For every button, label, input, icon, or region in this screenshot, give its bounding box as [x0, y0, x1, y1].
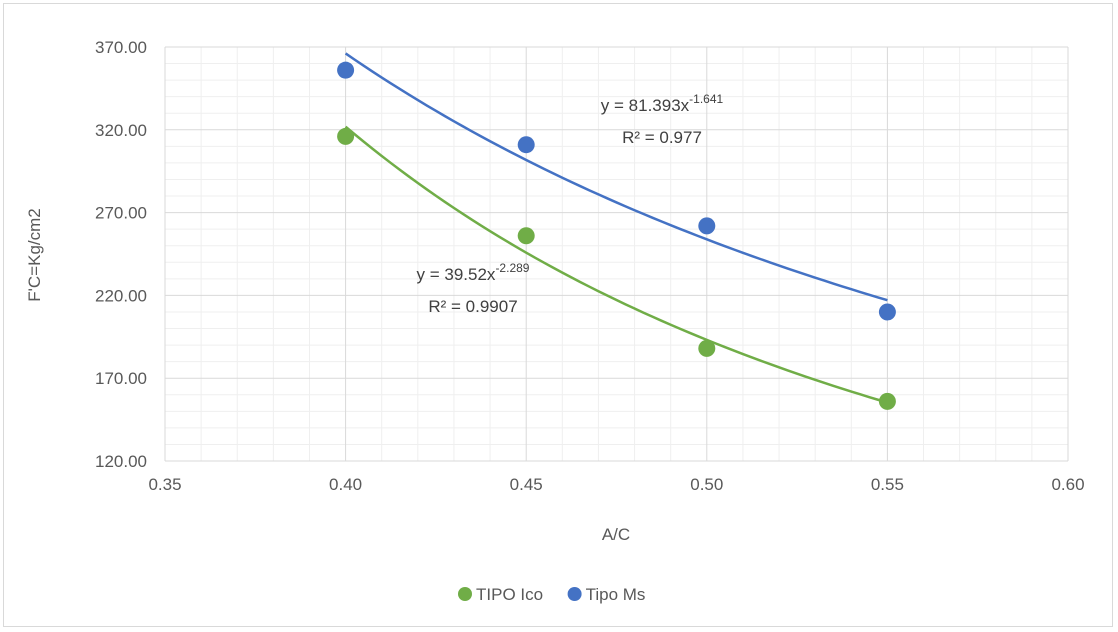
y-tick-label: 270.00 [95, 204, 147, 223]
x-tick-label: 0.50 [690, 475, 723, 494]
data-point [878, 303, 896, 321]
y-tick-label: 370.00 [95, 38, 147, 57]
data-point [337, 127, 355, 145]
x-tick-label: 0.35 [148, 475, 181, 494]
y-tick-label: 120.00 [95, 452, 147, 471]
legend-label: TIPO Ico [476, 585, 543, 604]
x-tick-label: 0.45 [510, 475, 543, 494]
chart-frame [3, 3, 1113, 627]
trendline [344, 52, 888, 302]
x-axis-label: A/C [602, 525, 630, 544]
data-points [337, 61, 896, 410]
x-tick-label: 0.55 [871, 475, 904, 494]
legend-marker [567, 587, 582, 601]
data-point [878, 392, 896, 410]
data-point [517, 227, 535, 245]
y-tick-labels: 120.00 170.00 220.00 270.00 320.00 370.00 [95, 38, 147, 471]
x-tick-labels: 0.35 0.40 0.45 0.50 0.55 0.60 [148, 475, 1084, 494]
trendline [344, 125, 888, 404]
trendlines [344, 52, 888, 404]
legend: TIPO Ico Tipo Ms [458, 585, 645, 604]
y-tick-label: 170.00 [95, 369, 147, 388]
minor-gridlines [165, 47, 1068, 461]
data-point [337, 61, 355, 79]
y-axis-label: F'C=Kg/cm2 [25, 208, 44, 301]
trendline-r2: R² = 0.9907 [428, 297, 517, 316]
trendline-equation: y = 81.393x-1.641 [601, 92, 724, 115]
trendline-equations: y = 39.52x-2.289 R² = 0.9907 y = 81.393x-1… [417, 92, 724, 316]
data-point [698, 339, 716, 357]
legend-marker [458, 587, 472, 601]
data-point [517, 136, 535, 154]
trendline-equation: y = 39.52x-2.289 [417, 261, 530, 284]
legend-label: Tipo Ms [586, 585, 646, 604]
trendline-r2: R² = 0.977 [622, 128, 702, 147]
x-tick-label: 0.60 [1051, 475, 1084, 494]
x-tick-label: 0.40 [329, 475, 362, 494]
data-point [698, 217, 716, 235]
y-tick-label: 220.00 [95, 286, 147, 305]
y-tick-label: 320.00 [95, 121, 147, 140]
